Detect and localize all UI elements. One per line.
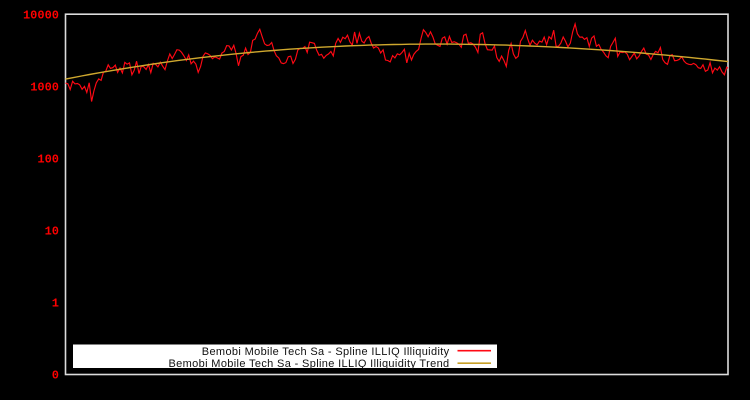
svg-text:1000: 1000 <box>30 81 59 95</box>
svg-text:0: 0 <box>52 369 59 383</box>
svg-text:Bemobi Mobile Tech Sa - Spline: Bemobi Mobile Tech Sa - Spline ILLIQ Ill… <box>169 358 450 370</box>
svg-text:Bemobi Mobile Tech Sa - Spline: Bemobi Mobile Tech Sa - Spline ILLIQ Ill… <box>202 346 450 358</box>
svg-text:1: 1 <box>52 297 59 311</box>
svg-text:10000: 10000 <box>23 9 59 23</box>
svg-text:100: 100 <box>37 153 59 167</box>
svg-text:10: 10 <box>45 225 59 239</box>
